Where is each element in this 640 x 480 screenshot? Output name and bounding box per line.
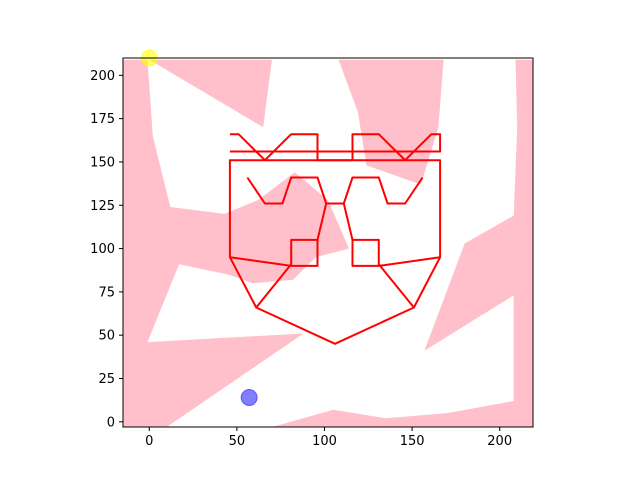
y-tick-label: 125 bbox=[90, 199, 115, 214]
pink-region-4 bbox=[338, 59, 444, 185]
mouth bbox=[246, 176, 424, 205]
pink-region-2 bbox=[271, 59, 533, 427]
roof-left bbox=[255, 263, 292, 309]
y-tick-label: 150 bbox=[90, 155, 115, 170]
roof-right bbox=[378, 263, 415, 309]
y-tick-label: 175 bbox=[90, 112, 115, 127]
y-tick-label: 200 bbox=[90, 69, 115, 84]
x-tick-label: 50 bbox=[229, 434, 246, 449]
y-tick-label: 75 bbox=[98, 285, 115, 300]
pink-region-3 bbox=[149, 59, 272, 128]
x-tick-label: 150 bbox=[400, 434, 425, 449]
x-tick-label: 200 bbox=[487, 434, 512, 449]
x-axis: 0 50 100 150 200 bbox=[145, 427, 512, 449]
base-pattern bbox=[229, 133, 442, 162]
y-axis: 0 25 50 75 100 125 150 175 200 bbox=[90, 69, 123, 430]
x-tick-label: 100 bbox=[312, 434, 337, 449]
axes-frame bbox=[122, 57, 534, 428]
pink-region-1 bbox=[123, 59, 349, 427]
y-tick-label: 25 bbox=[98, 372, 115, 387]
start-marker bbox=[240, 389, 258, 407]
y-tick-label: 50 bbox=[98, 329, 115, 344]
y-tick-label: 100 bbox=[90, 242, 115, 257]
x-tick-label: 0 bbox=[145, 434, 153, 449]
eye-left bbox=[229, 238, 319, 267]
background-regions bbox=[123, 59, 533, 427]
y-tick-label: 0 bbox=[107, 415, 115, 430]
eye-right bbox=[351, 238, 441, 267]
drawing-paths bbox=[228, 133, 442, 345]
